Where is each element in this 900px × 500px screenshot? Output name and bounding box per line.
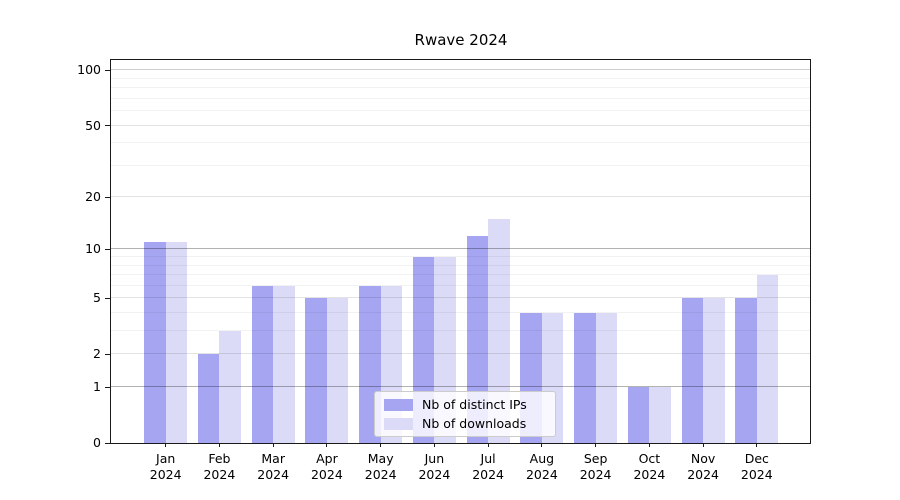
chart-title: Rwave 2024	[414, 31, 508, 49]
gridline-y-5	[111, 297, 810, 299]
gridline-y-20	[111, 196, 810, 198]
y-tick-label-1: 1	[93, 379, 101, 394]
gridline-y-70	[111, 97, 810, 99]
x-tick-11	[756, 443, 758, 447]
gridline-y-9	[111, 256, 810, 258]
x-tick-label-7: Aug 2024	[525, 451, 558, 482]
y-tick-0	[105, 442, 111, 444]
x-tick-label-5: Jun 2024	[418, 451, 451, 482]
plot-area: Nb of distinct IPs Nb of downloads 0 1 2 5 1…	[77, 59, 811, 482]
gridline-y-90	[111, 77, 810, 79]
y-tick-2	[105, 353, 111, 355]
bar-distinct-ips-apr	[305, 298, 327, 443]
y-tick-label-100: 100	[77, 62, 101, 78]
legend-swatch-distinct-ips	[384, 398, 413, 411]
x-tick-label-8: Sep 2024	[579, 451, 612, 482]
gridline-y-8	[111, 264, 810, 266]
x-tick-0	[165, 443, 167, 447]
bar-downloads-feb	[219, 331, 241, 443]
gridline-y-100	[111, 69, 810, 71]
bar-distinct-ips-jan	[144, 242, 166, 443]
legend-label-downloads: Nb of downloads	[422, 415, 527, 431]
y-tick-100	[105, 69, 111, 71]
y-tick-label-50: 50	[85, 117, 101, 133]
bar-distinct-ips-feb	[197, 354, 220, 443]
x-tick-label-6: Jul 2024	[472, 451, 504, 482]
y-tick-50	[105, 125, 111, 127]
gridline-y-4	[111, 312, 810, 314]
x-tick-label-10: Nov 2024	[687, 451, 719, 482]
x-tick-4	[380, 443, 382, 447]
gridline-y-50	[111, 124, 810, 126]
x-tick-3	[326, 443, 328, 447]
bar-distinct-ips-sep	[574, 313, 596, 443]
x-tick-label-2: Mar 2024	[257, 451, 290, 482]
x-tick-label-3: Apr 2024	[310, 451, 343, 482]
bar-downloads-nov	[703, 298, 725, 443]
gridline-y-30	[111, 164, 810, 166]
legend: Nb of distinct IPs Nb of downloads	[374, 391, 556, 437]
x-tick-1	[218, 443, 220, 447]
x-tick-5	[433, 443, 435, 447]
gridline-y-6	[111, 284, 810, 286]
bar-downloads-jan	[165, 242, 188, 443]
bar-distinct-ips-nov	[681, 298, 704, 443]
legend-swatch-downloads	[384, 417, 413, 430]
bar-distinct-ips-oct	[627, 387, 650, 443]
legend-row-downloads: Nb of downloads	[384, 416, 546, 432]
gridline-y-40	[111, 142, 810, 144]
legend-label-distinct-ips: Nb of distinct IPs	[422, 396, 527, 412]
x-tick-10	[702, 443, 704, 447]
gridline-y-2	[111, 353, 810, 355]
bar-downloads-sep	[595, 313, 618, 443]
y-tick-1	[105, 386, 111, 388]
gridline-y-7	[111, 274, 810, 276]
gridline-y-3	[111, 330, 810, 332]
gridline-y-80	[111, 87, 810, 89]
x-tick-label-9: Oct 2024	[633, 451, 666, 482]
bar-downloads-dec	[756, 275, 779, 443]
gridline-y-1	[111, 386, 810, 387]
x-tick-label-11: Dec 2024	[740, 451, 773, 482]
bar-downloads-apr	[326, 298, 349, 443]
y-tick-5	[105, 297, 111, 299]
bar-downloads-oct	[649, 387, 671, 443]
bar-distinct-ips-dec	[735, 298, 757, 443]
y-tick-label-5: 5	[93, 290, 101, 306]
legend-row-distinct-ips: Nb of distinct IPs	[384, 397, 546, 413]
y-tick-label-2: 2	[93, 346, 101, 362]
x-tick-label-1: Feb 2024	[203, 451, 236, 482]
x-tick-9	[648, 443, 650, 447]
y-tick-20	[105, 196, 111, 198]
gridline-y-60	[111, 110, 810, 112]
x-tick-8	[595, 443, 597, 447]
bar-distinct-ips-mar	[251, 285, 274, 443]
y-tick-10	[105, 248, 111, 250]
y-tick-label-0: 0	[93, 435, 101, 450]
bar-downloads-jul	[488, 219, 510, 443]
gridline-y-10	[111, 248, 810, 250]
x-tick-label-0: Jan 2024	[149, 451, 182, 482]
bar-downloads-mar	[273, 285, 295, 443]
y-tick-label-20: 20	[85, 189, 101, 205]
x-tick-7	[541, 443, 543, 447]
x-tick-6	[487, 443, 489, 447]
y-tick-label-10: 10	[85, 241, 101, 257]
x-tick-label-4: May 2024	[364, 451, 397, 482]
x-tick-2	[272, 443, 274, 447]
